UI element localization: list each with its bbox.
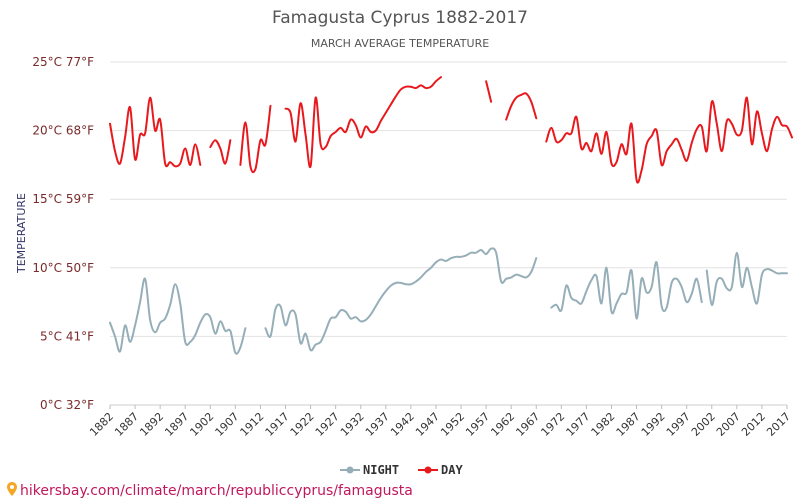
series-lines bbox=[109, 76, 794, 355]
x-tick-label: 1992 bbox=[639, 410, 668, 439]
x-tick-label: 1887 bbox=[112, 410, 141, 439]
y-axis-label: TEMPERATURE bbox=[15, 193, 28, 274]
x-tick-label: 1932 bbox=[338, 410, 367, 439]
series-day-line bbox=[239, 104, 272, 174]
gridlines bbox=[110, 61, 787, 406]
series-night-line bbox=[550, 261, 703, 320]
legend-day-label: DAY bbox=[441, 463, 463, 477]
source-url: hikersbay.com/climate/march/republiccypr… bbox=[20, 483, 413, 499]
y-tick-label: 20°C 68°F bbox=[32, 124, 94, 138]
series-day-line bbox=[505, 92, 538, 121]
series-day-line bbox=[209, 139, 232, 165]
x-tick-label: 1987 bbox=[614, 410, 643, 439]
source-link[interactable]: hikersbay.com/climate/march/republiccypr… bbox=[7, 482, 413, 499]
x-tick-label: 1912 bbox=[238, 410, 267, 439]
x-tick-label: 1897 bbox=[162, 410, 191, 439]
x-tick-label: 1902 bbox=[187, 410, 216, 439]
x-tick-label: 1892 bbox=[137, 410, 166, 439]
legend-item-night[interactable]: NIGHT bbox=[340, 463, 399, 477]
y-tick-label: 5°C 41°F bbox=[40, 329, 94, 343]
series-day-line bbox=[485, 80, 493, 103]
x-tick-label: 1907 bbox=[213, 410, 242, 439]
x-tick-label: 1952 bbox=[438, 410, 467, 439]
x-tick-label: 1942 bbox=[388, 410, 417, 439]
x-tick-label: 1922 bbox=[288, 410, 317, 439]
x-axis-ticks: 1882188718921897190219071912191719221927… bbox=[87, 405, 793, 439]
series-day-line bbox=[545, 96, 794, 184]
legend-item-day[interactable]: DAY bbox=[418, 463, 463, 477]
x-tick-label: 1917 bbox=[263, 410, 292, 439]
x-tick-label: 1997 bbox=[664, 410, 693, 439]
x-tick-label: 2002 bbox=[689, 410, 718, 439]
x-tick-label: 1982 bbox=[589, 410, 618, 439]
y-tick-label: 15°C 59°F bbox=[32, 192, 94, 206]
series-night-line bbox=[705, 251, 788, 306]
x-tick-label: 1962 bbox=[488, 410, 517, 439]
y-tick-label: 25°C 77°F bbox=[32, 55, 94, 69]
legend: NIGHT DAY bbox=[340, 463, 463, 477]
y-tick-label: 10°C 50°F bbox=[32, 261, 94, 275]
x-tick-label: 1957 bbox=[463, 410, 492, 439]
x-tick-label: 2017 bbox=[764, 410, 793, 439]
series-day-line bbox=[284, 76, 442, 169]
y-axis-ticks: 0°C 32°F 5°C 41°F 10°C 50°F 15°C 59°F 20°C 6… bbox=[32, 55, 94, 412]
chart-subtitle: MARCH AVERAGE TEMPERATURE bbox=[311, 37, 489, 50]
x-tick-label: 2012 bbox=[739, 410, 768, 439]
x-tick-label: 1947 bbox=[413, 410, 442, 439]
location-pin-icon bbox=[7, 482, 17, 496]
x-tick-label: 1882 bbox=[87, 410, 116, 439]
x-tick-label: 1927 bbox=[313, 410, 342, 439]
x-tick-label: 1977 bbox=[564, 410, 593, 439]
x-tick-label: 1972 bbox=[538, 410, 567, 439]
chart-title: Famagusta Cyprus 1882-2017 bbox=[272, 8, 528, 28]
legend-day-marker bbox=[424, 466, 432, 474]
series-night-line bbox=[264, 247, 538, 352]
x-tick-label: 2007 bbox=[714, 410, 743, 439]
series-day-line bbox=[109, 96, 202, 168]
legend-night-label: NIGHT bbox=[363, 463, 399, 477]
series-night-line bbox=[109, 277, 247, 355]
x-tick-label: 1967 bbox=[513, 410, 542, 439]
x-tick-label: 1937 bbox=[363, 410, 392, 439]
legend-night-marker bbox=[346, 466, 354, 474]
y-tick-label: 0°C 32°F bbox=[40, 398, 94, 412]
